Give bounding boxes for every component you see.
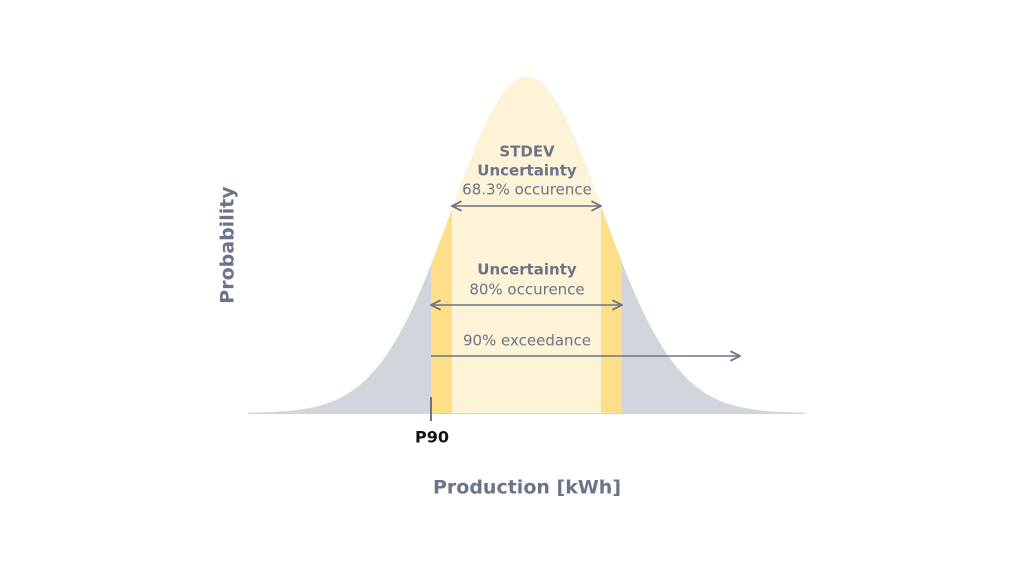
stdev-note: 68.3% occurence [462,181,592,199]
y-axis-label: Probability [217,186,239,304]
p90-label: P90 [415,428,449,447]
exceedance-note: 90% exceedance [463,332,591,350]
stdev-subtitle: Uncertainty [477,162,577,180]
stdev-band [452,77,601,413]
uncertainty-title: Uncertainty [477,261,577,279]
uncertainty-note: 80% occurence [469,281,584,299]
x-axis-label: Production [kWh] [433,477,621,499]
distribution [248,77,805,413]
stdev-title: STDEV [499,143,555,161]
